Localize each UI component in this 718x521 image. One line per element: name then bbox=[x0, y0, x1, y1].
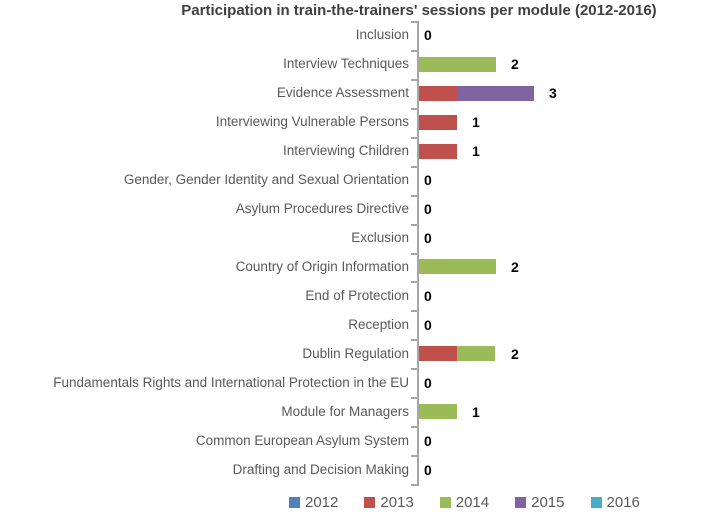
value-label: 0 bbox=[424, 172, 432, 188]
value-label: 3 bbox=[549, 85, 557, 101]
legend-swatch-2013 bbox=[364, 497, 376, 508]
category-label: Asylum Procedures Directive bbox=[235, 201, 409, 216]
category-label: Drafting and Decision Making bbox=[232, 462, 409, 477]
axis-tick bbox=[411, 397, 417, 399]
category-label: Interview Techniques bbox=[283, 56, 409, 71]
axis-tick bbox=[411, 79, 417, 81]
category-label: Interviewing Vulnerable Persons bbox=[215, 114, 409, 129]
value-label: 0 bbox=[424, 230, 432, 246]
category-label: Reception bbox=[348, 317, 409, 332]
value-label: 2 bbox=[511, 56, 519, 72]
category-label: Module for Managers bbox=[281, 404, 409, 419]
value-label: 0 bbox=[424, 462, 432, 478]
axis-tick bbox=[411, 426, 417, 428]
bar-segment-2015 bbox=[457, 86, 534, 101]
legend-label: 2012 bbox=[305, 494, 339, 511]
value-label: 0 bbox=[424, 27, 432, 43]
axis-tick bbox=[411, 224, 417, 226]
axis-tick bbox=[411, 108, 417, 110]
value-label: 0 bbox=[424, 433, 432, 449]
bar-segment-2013 bbox=[419, 115, 457, 130]
axis-tick bbox=[411, 281, 417, 283]
axis-tick bbox=[411, 455, 417, 457]
legend-swatch-2016 bbox=[590, 497, 602, 508]
bar-segment-2013 bbox=[419, 144, 457, 159]
legend-label: 2013 bbox=[380, 494, 414, 511]
value-label: 0 bbox=[424, 288, 432, 304]
legend-item-2016: 2016 bbox=[590, 494, 640, 511]
category-label: Inclusion bbox=[355, 27, 409, 42]
axis-tick bbox=[411, 137, 417, 139]
legend-swatch-2012 bbox=[289, 497, 300, 508]
value-label: 2 bbox=[511, 259, 519, 275]
legend-item-2012: 2012 bbox=[289, 494, 338, 511]
value-label: 1 bbox=[472, 114, 480, 130]
legend-item-2014: 2014 bbox=[439, 494, 490, 511]
value-label: 0 bbox=[424, 317, 432, 333]
bar-segment-2014 bbox=[419, 57, 496, 72]
category-label: Exclusion bbox=[351, 230, 409, 245]
legend-swatch-2015 bbox=[515, 497, 527, 508]
value-label: 0 bbox=[424, 375, 432, 391]
axis-tick bbox=[411, 339, 417, 341]
axis-tick bbox=[411, 253, 417, 255]
category-label: End of Protection bbox=[305, 288, 409, 303]
axis-tick bbox=[411, 50, 417, 52]
category-label: Dublin Regulation bbox=[302, 346, 409, 361]
category-label: Fundamentals Rights and International Pr… bbox=[53, 375, 409, 390]
legend-label: 2016 bbox=[606, 494, 640, 511]
axis-tick bbox=[411, 166, 417, 168]
legend: 2012 2013 2014 2015 2016 bbox=[289, 494, 640, 511]
category-label: Gender, Gender Identity and Sexual Orien… bbox=[123, 172, 409, 187]
bar-segment-2014 bbox=[419, 259, 496, 274]
y-axis-line bbox=[417, 21, 419, 486]
category-label: Country of Origin Information bbox=[235, 259, 409, 274]
legend-label: 2015 bbox=[531, 494, 565, 511]
value-label: 2 bbox=[511, 346, 519, 362]
bar-segment-2014 bbox=[457, 346, 495, 361]
axis-tick bbox=[411, 21, 417, 23]
value-label: 0 bbox=[424, 201, 432, 217]
category-label: Common European Asylum System bbox=[195, 433, 409, 448]
legend-label: 2014 bbox=[455, 494, 490, 511]
legend-item-2013: 2013 bbox=[364, 494, 414, 511]
category-label: Evidence Assessment bbox=[276, 85, 409, 100]
bar-segment-2013 bbox=[419, 346, 457, 361]
axis-tick bbox=[411, 195, 417, 197]
axis-tick bbox=[411, 310, 417, 312]
value-label: 1 bbox=[472, 143, 480, 159]
axis-tick bbox=[411, 484, 417, 486]
bar-segment-2013 bbox=[419, 86, 457, 101]
legend-item-2015: 2015 bbox=[515, 494, 565, 511]
legend-swatch-2014 bbox=[439, 497, 451, 508]
category-label: Interviewing Children bbox=[282, 143, 409, 158]
chart-title: Participation in train-the-trainers' ses… bbox=[181, 2, 657, 19]
axis-tick bbox=[411, 368, 417, 370]
bar-segment-2014 bbox=[419, 404, 457, 419]
value-label: 1 bbox=[472, 404, 480, 420]
